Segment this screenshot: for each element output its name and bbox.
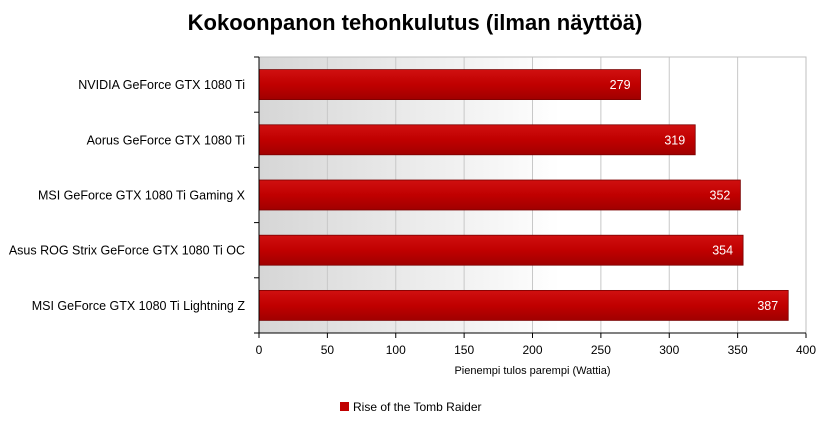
x-tick-label: 150	[454, 343, 474, 357]
data-label: 279	[610, 78, 631, 92]
category-label: NVIDIA GeForce GTX 1080 Ti	[78, 78, 245, 92]
x-tick-label: 200	[522, 343, 542, 357]
category-label: MSI GeForce GTX 1080 Ti Gaming X	[38, 189, 246, 203]
category-label: Aorus GeForce GTX 1080 Ti	[87, 133, 245, 147]
data-label: 387	[757, 299, 778, 313]
x-tick-label: 250	[591, 343, 611, 357]
data-label: 354	[712, 244, 733, 258]
chart-title: Kokoonpanon tehonkulutus (ilman näyttöä)	[187, 10, 643, 35]
x-tick-label: 0	[256, 343, 263, 357]
x-tick-label: 50	[321, 343, 335, 357]
bar	[258, 234, 744, 266]
category-label: Asus ROG Strix GeForce GTX 1080 Ti OC	[9, 244, 245, 258]
data-label: 352	[710, 189, 731, 203]
x-tick-label: 400	[796, 343, 816, 357]
legend-swatch	[340, 402, 349, 411]
bar	[258, 289, 789, 321]
x-tick-label: 350	[728, 343, 748, 357]
x-axis-title: Pienempi tulos parempi (Wattia)	[454, 365, 610, 377]
bar	[258, 124, 696, 156]
legend-label: Rise of the Tomb Raider	[353, 400, 482, 414]
bar	[258, 69, 641, 100]
data-label: 319	[664, 133, 685, 147]
category-label: MSI GeForce GTX 1080 Ti Lightning Z	[32, 299, 246, 313]
x-tick-label: 100	[386, 343, 406, 357]
bar	[258, 179, 741, 211]
x-tick-label: 300	[659, 343, 679, 357]
